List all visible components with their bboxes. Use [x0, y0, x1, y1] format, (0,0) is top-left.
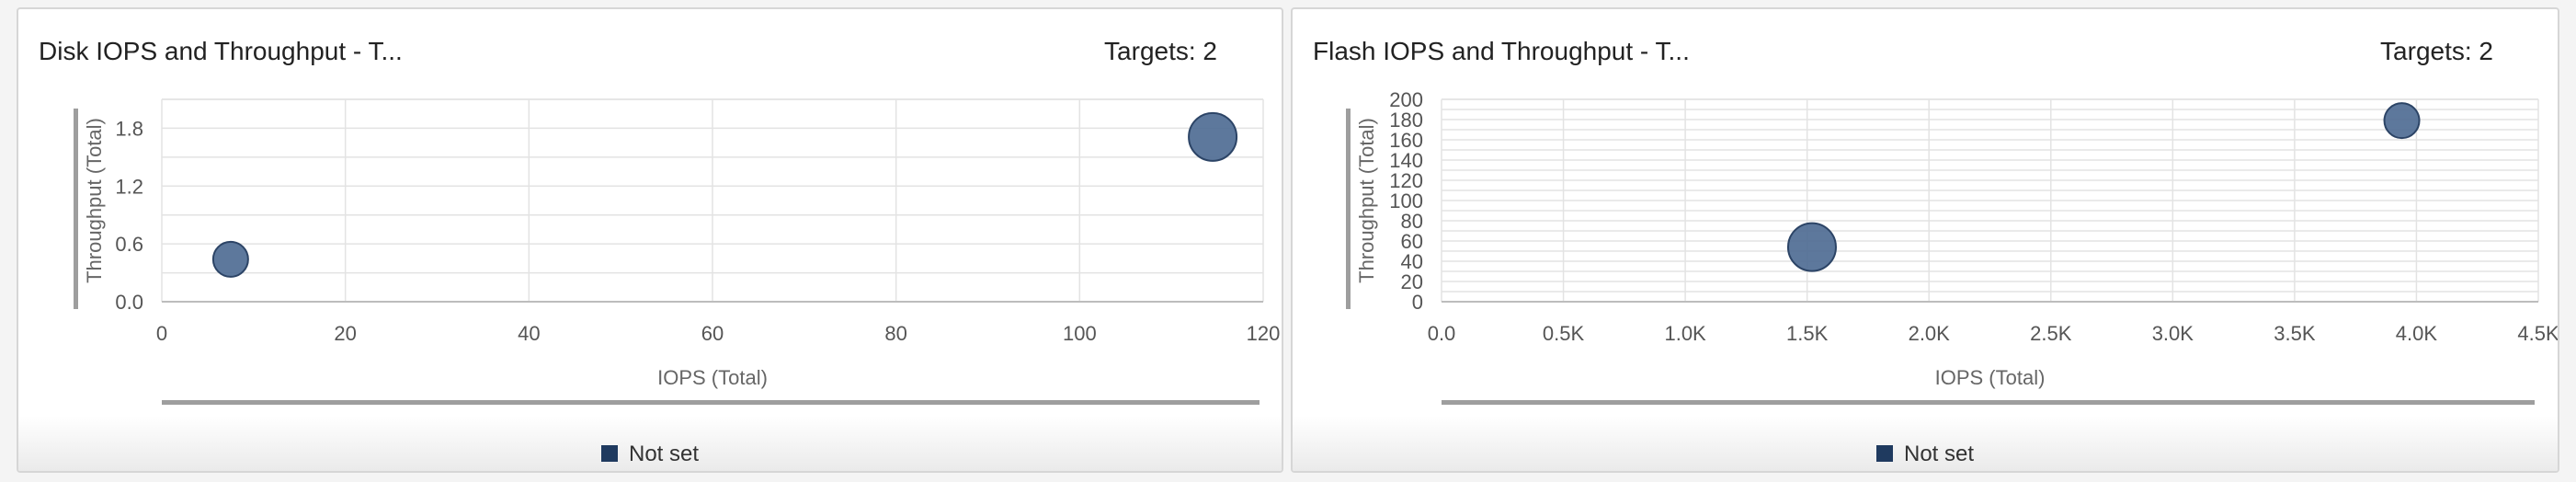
x-tick-label: 60 — [701, 322, 724, 345]
y-tick-label: 0.6 — [115, 233, 143, 256]
y-axis-title: Throughput (Total) — [1355, 118, 1378, 283]
flash-iops-chart: 0.0 0.5K 1.0K 1.5K 2.0K 2.5K 3.0K 3.5K 4.0K 4.5K 0… — [1346, 88, 2559, 405]
grid — [161, 98, 1264, 303]
x-tick-label: 1.0K — [1664, 322, 1706, 345]
x-axis-scrollbar[interactable] — [1442, 400, 2535, 405]
y-tick-label: 140 — [1389, 149, 1423, 172]
y-tick-label: 100 — [1389, 189, 1423, 212]
x-tick-label: 0 — [156, 322, 167, 345]
x-tick-label: 80 — [884, 322, 906, 345]
y-tick-label: 0 — [1412, 291, 1423, 314]
y-tick-label: 200 — [1389, 88, 1423, 111]
y-tick-label: 20 — [1401, 270, 1423, 293]
x-tick-label: 120 — [1247, 322, 1281, 345]
y-tick-label: 1.8 — [115, 117, 143, 140]
legend[interactable]: Not set — [1293, 442, 2558, 467]
data-point[interactable] — [1786, 222, 1837, 272]
grid — [1441, 98, 2539, 303]
x-tick-label: 3.5K — [2274, 322, 2316, 345]
x-tick-label: 4.5K — [2517, 322, 2559, 345]
data-point[interactable] — [2383, 102, 2421, 140]
x-tick-label: 4.0K — [2396, 322, 2438, 345]
disk-iops-chart: 0 20 40 60 80 100 120 0.0 0.6 1.2 1.8 IOPS (Total) T… — [74, 98, 1281, 405]
y-tick-label: 80 — [1401, 210, 1423, 233]
data-point[interactable] — [1188, 111, 1238, 162]
disk-iops-panel: Disk IOPS and Throughput - T... Targets:… — [17, 7, 1283, 473]
legend-swatch-icon — [1875, 444, 1893, 462]
y-axis-scrollbar[interactable] — [74, 109, 78, 309]
x-tick-label: 1.5K — [1786, 322, 1829, 345]
x-tick-label: 100 — [1063, 322, 1097, 345]
legend-label: Not set — [1903, 442, 1975, 466]
x-tick-label: 40 — [518, 322, 540, 345]
targets-count[interactable]: Targets: 2 — [2380, 37, 2493, 65]
y-axis-scrollbar[interactable] — [1346, 109, 1351, 309]
y-tick-label: 40 — [1401, 250, 1423, 273]
x-tick-label: 3.0K — [2152, 322, 2194, 345]
x-axis-title: IOPS (Total) — [1935, 366, 2046, 389]
panel-title: Flash IOPS and Throughput - T... — [1313, 37, 1690, 65]
flash-iops-panel: Flash IOPS and Throughput - T... Targets… — [1291, 7, 2559, 473]
y-tick-label: 1.2 — [115, 175, 143, 198]
legend-swatch-icon — [600, 444, 618, 462]
x-tick-label: 2.0K — [1909, 322, 1951, 345]
y-tick-label: 180 — [1389, 109, 1423, 132]
x-tick-label: 0.0 — [1428, 322, 1456, 345]
x-axis-scrollbar[interactable] — [162, 400, 1260, 405]
y-tick-label: 0.0 — [115, 291, 143, 314]
y-tick-label: 160 — [1389, 129, 1423, 152]
y-tick-label: 120 — [1389, 169, 1423, 192]
panel-title: Disk IOPS and Throughput - T... — [39, 37, 403, 65]
y-tick-label: 60 — [1401, 230, 1423, 253]
x-tick-label: 20 — [334, 322, 356, 345]
y-axis-title: Throughput (Total) — [83, 118, 106, 283]
legend-label: Not set — [628, 442, 700, 466]
x-axis-title: IOPS (Total) — [657, 366, 768, 389]
data-point[interactable] — [211, 240, 249, 278]
legend[interactable]: Not set — [18, 442, 1282, 467]
x-tick-label: 0.5K — [1543, 322, 1585, 345]
targets-count[interactable]: Targets: 2 — [1104, 37, 1217, 65]
x-tick-label: 2.5K — [2030, 322, 2072, 345]
